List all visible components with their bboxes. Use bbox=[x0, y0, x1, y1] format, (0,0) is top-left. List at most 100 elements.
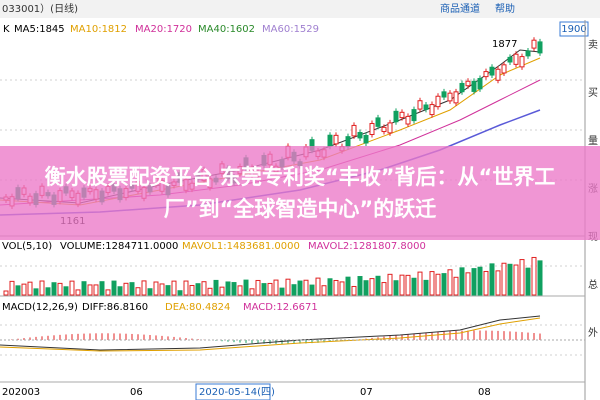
macd-bar bbox=[323, 340, 325, 343]
macd-bar bbox=[155, 335, 157, 340]
volume-bar bbox=[375, 275, 381, 296]
candle-body bbox=[525, 50, 531, 57]
candle-body bbox=[465, 80, 471, 87]
volume-bar bbox=[75, 289, 81, 296]
headline-banner: 衡水股票配资平台 东莞专利奖“丰收”背后：从“世界工厂”到“全球智造中心”的跃迁 bbox=[0, 146, 600, 240]
ma-label: MA20:1720 bbox=[135, 24, 192, 35]
volume-bar bbox=[63, 286, 69, 296]
candle-body bbox=[477, 78, 483, 90]
candle-body bbox=[375, 117, 381, 127]
macd-bar bbox=[251, 340, 253, 344]
candle-body bbox=[369, 123, 375, 135]
volume-bar bbox=[363, 280, 369, 296]
macd-bar bbox=[539, 333, 541, 340]
side-tab[interactable]: 买 bbox=[588, 87, 598, 99]
side-tab[interactable]: 卖 bbox=[588, 39, 598, 51]
x-label: 2020-05-14(四) bbox=[199, 387, 275, 398]
candle-body bbox=[351, 124, 357, 137]
vol-label: MAVOL1:1483681.0000 bbox=[182, 241, 300, 252]
price-box-text: 1900 bbox=[561, 24, 586, 35]
candle-body bbox=[537, 41, 543, 54]
volume-bar bbox=[429, 271, 435, 296]
volume-bar bbox=[315, 277, 321, 296]
macd-bar bbox=[131, 333, 133, 340]
candle-body bbox=[357, 131, 363, 139]
volume-bar bbox=[357, 276, 363, 296]
macd-bar bbox=[143, 334, 145, 340]
x-label: 202003 bbox=[2, 387, 40, 398]
macd-label: MACD(12,26,9) bbox=[2, 302, 78, 313]
volume-bar bbox=[45, 287, 51, 296]
candle-body bbox=[429, 104, 435, 116]
macd-bar bbox=[509, 331, 511, 340]
side-tab[interactable]: 总 bbox=[588, 278, 598, 291]
candle-body bbox=[513, 53, 519, 65]
macd-bar bbox=[41, 336, 43, 340]
volume-bar bbox=[369, 278, 375, 296]
date-cursor bbox=[195, 383, 271, 400]
volume-bar bbox=[501, 262, 507, 296]
volume-bar bbox=[57, 282, 63, 296]
title-bar bbox=[0, 0, 600, 18]
menu-item[interactable]: 商品通道 bbox=[440, 2, 480, 15]
candle-body bbox=[471, 80, 477, 92]
candle-body bbox=[327, 134, 333, 147]
macd-bar bbox=[257, 340, 259, 344]
macd-bar bbox=[503, 331, 505, 340]
volume-bar bbox=[237, 285, 243, 296]
candle-body bbox=[381, 126, 387, 133]
volume-bar bbox=[513, 264, 519, 296]
volume-bar bbox=[15, 285, 21, 296]
macd-bar bbox=[389, 335, 391, 340]
volume-bar bbox=[3, 290, 9, 296]
volume-bar bbox=[333, 279, 339, 296]
volume-bar bbox=[117, 286, 123, 296]
volume-bar bbox=[243, 279, 249, 296]
macd-bar bbox=[125, 333, 127, 340]
macd-bar bbox=[173, 336, 175, 340]
volume-bar bbox=[489, 263, 495, 296]
macd-bar bbox=[443, 331, 445, 340]
volume-bar bbox=[9, 280, 15, 296]
high-label: 1877 bbox=[492, 39, 517, 50]
volume-bar bbox=[387, 273, 393, 296]
volume-bar bbox=[267, 282, 273, 296]
macd-bar bbox=[179, 337, 181, 340]
volume-bar bbox=[519, 259, 525, 296]
macd-bar bbox=[293, 340, 295, 344]
candle-body bbox=[501, 64, 507, 74]
macd-bar bbox=[29, 337, 31, 340]
macd-bar bbox=[185, 338, 187, 340]
macd-bar bbox=[533, 333, 535, 340]
side-tab[interactable]: 外 bbox=[588, 327, 598, 339]
candle-body bbox=[519, 56, 525, 68]
ma-label: MA10:1812 bbox=[70, 24, 127, 35]
volume-bar bbox=[195, 283, 201, 296]
macd-bar bbox=[281, 340, 283, 344]
candle-body bbox=[483, 71, 489, 78]
volume-bar bbox=[207, 287, 213, 296]
macd-bar bbox=[461, 330, 463, 340]
volume-bar bbox=[183, 280, 189, 296]
candle-body bbox=[411, 109, 417, 122]
volume-bar bbox=[279, 287, 285, 296]
macd-bar bbox=[35, 336, 37, 340]
volume-bar bbox=[105, 289, 111, 296]
macd-bar bbox=[65, 334, 67, 340]
volume-bar bbox=[99, 281, 105, 296]
window-code: 033001）(日线) bbox=[2, 2, 78, 15]
candle-body bbox=[333, 134, 339, 145]
volume-bar bbox=[327, 278, 333, 296]
volume-bar bbox=[531, 256, 537, 296]
macd-bar bbox=[113, 333, 115, 340]
volume-bar bbox=[171, 280, 177, 296]
macd-bar bbox=[53, 335, 55, 340]
volume-bar bbox=[123, 282, 129, 296]
candle-body bbox=[399, 111, 405, 119]
macd-bar bbox=[239, 340, 241, 343]
volume-bar bbox=[87, 284, 93, 296]
side-tab[interactable]: 量 bbox=[588, 135, 598, 147]
menu-item[interactable]: 帮助 bbox=[495, 2, 515, 15]
macd-bar bbox=[89, 333, 91, 340]
